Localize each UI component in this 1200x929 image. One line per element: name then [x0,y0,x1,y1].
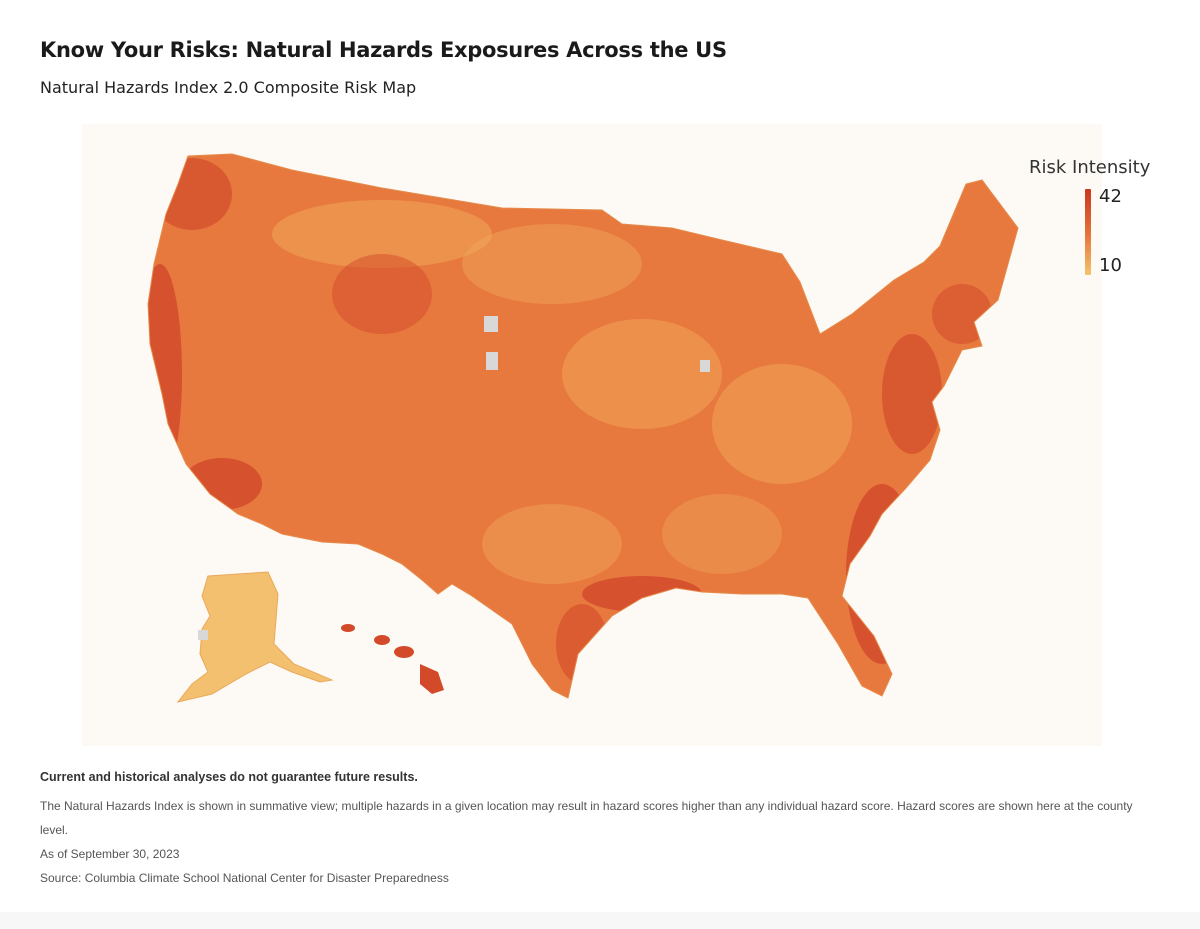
region-south-texas-high [556,604,608,684]
disclaimer: Current and historical analyses do not g… [40,770,418,784]
hawaii-oahu [374,635,390,645]
legend-title: Risk Intensity [1029,157,1151,178]
region-deep-south-low [662,494,782,574]
region-pacific-coast-high [148,264,182,484]
nodata-county-3 [700,360,710,372]
region-midwest-low [562,319,722,429]
nodata-county-2 [486,352,498,370]
page-title: Know Your Risks: Natural Hazards Exposur… [40,38,727,62]
hawaii[interactable] [341,624,444,694]
region-pacific-northwest-high [152,158,232,230]
page-subtitle: Natural Hazards Index 2.0 Composite Risk… [40,78,417,97]
alaska-nodata-area [198,630,208,640]
legend-color-ramp [1085,189,1091,275]
notes-section: Current and historical analyses do not g… [40,770,1160,890]
region-mid-atlantic-high [882,334,942,454]
hawaii-kauai [341,624,355,632]
alaska[interactable] [176,571,334,703]
region-rockies-high [332,254,432,334]
region-gulf-coast-high [582,576,702,612]
region-northern-plains-low [272,200,492,268]
us-risk-map[interactable] [82,124,1102,746]
region-appalachia-low [712,364,852,484]
map-panel [82,124,1102,746]
as-of-date: As of September 30, 2023 [40,847,180,861]
hawaii-maui [394,646,414,658]
region-southeast-coast-high [846,484,918,664]
legend-max-label: 42 [1099,186,1122,207]
region-dakotas-low [462,224,642,304]
description: The Natural Hazards Index is shown in su… [40,799,1133,837]
region-texas-low [482,504,622,584]
nodata-county-1 [484,316,498,332]
footer-band [0,912,1200,929]
legend-min-label: 10 [1099,255,1122,276]
source-note: Source: Columbia Climate School National… [40,871,449,885]
hawaii-big-island [420,664,444,694]
